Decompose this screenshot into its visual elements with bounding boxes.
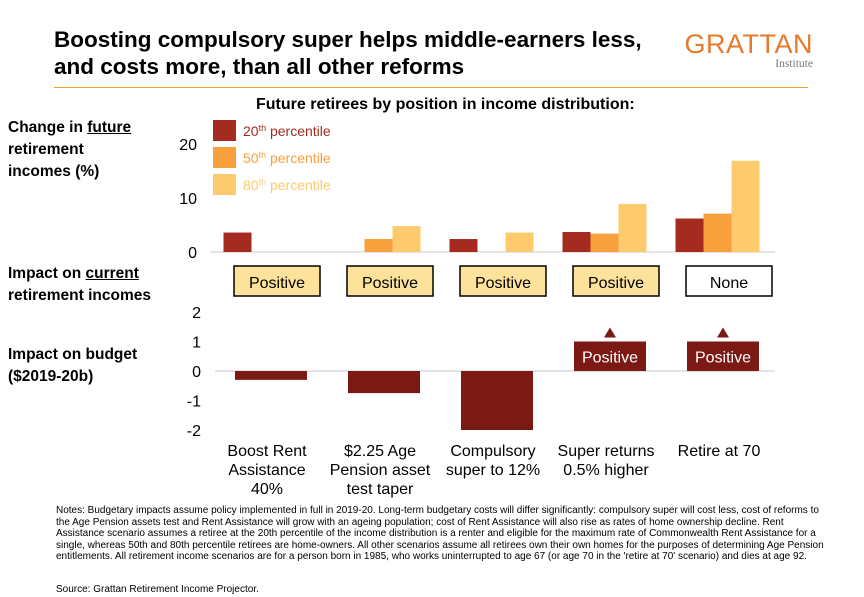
future-incomes-label: Change in future retirement incomes (%) xyxy=(8,117,131,183)
top-bar-3-2 xyxy=(618,203,647,252)
budget-label-line2: ($2019-20b) xyxy=(8,368,94,385)
budget-arrow-up-icon xyxy=(604,327,616,338)
current-impact-label-2: Positive xyxy=(475,275,531,292)
budget-arrow-up-icon xyxy=(717,327,729,338)
category-label-3: 0.5% higher xyxy=(563,462,649,479)
top-bar-2-0 xyxy=(449,239,478,252)
current-impact-box-2 xyxy=(459,265,547,297)
current-impact-box-1 xyxy=(346,265,434,297)
top-y-tick-label: 0 xyxy=(188,245,197,262)
budget-y-tick-label: -1 xyxy=(187,394,201,411)
budget-label-line1: Impact on budget xyxy=(8,346,138,363)
category-label-3: Super returns xyxy=(558,443,655,460)
top-bar-4-1 xyxy=(703,213,732,252)
logo-wordmark: GRATTAN xyxy=(684,29,813,59)
chart-notes: Notes: Budgetary impacts assume policy i… xyxy=(56,505,824,563)
current-label-prefix: Impact on xyxy=(8,265,86,282)
top-bar-2-2 xyxy=(505,232,534,252)
grattan-logo: GRATTAN Institute xyxy=(673,29,814,70)
budget-bar-3 xyxy=(574,341,646,371)
current-impact-label-1: Positive xyxy=(362,275,418,292)
top-bar-4-2 xyxy=(731,160,760,252)
current-impact-box-0 xyxy=(233,265,321,297)
legend-swatch-1 xyxy=(213,147,236,168)
legend-label-2: 80th percentile xyxy=(243,177,331,193)
top-bar-3-1 xyxy=(590,233,619,252)
budget-y-tick-label: 1 xyxy=(192,335,201,352)
current-impact-label-0: Positive xyxy=(249,275,305,292)
budget-y-tick-label: 2 xyxy=(192,305,201,322)
logo-subtext: Institute xyxy=(775,58,813,70)
chart-source: Source: Grattan Retirement Income Projec… xyxy=(56,584,259,595)
legend-label-0: 20th percentile xyxy=(243,123,331,139)
category-label-4: Retire at 70 xyxy=(678,443,761,460)
title-rule xyxy=(54,87,808,88)
budget-bar-label-3: Positive xyxy=(582,349,638,366)
budget-bar-4 xyxy=(687,341,759,371)
top-bar-3-0 xyxy=(562,232,591,252)
budget-label: Impact on budget ($2019-20b) xyxy=(8,344,137,388)
current-label-rest: retirement incomes xyxy=(8,287,151,304)
current-impact-box-3 xyxy=(572,265,660,297)
budget-bar-1 xyxy=(348,371,420,394)
top-bar-4-0 xyxy=(675,218,704,252)
category-label-2: Compulsory xyxy=(450,443,535,460)
legend-label-1: 50th percentile xyxy=(243,150,331,166)
category-label-0: Assistance xyxy=(228,462,305,479)
category-label-0: 40% xyxy=(251,481,283,498)
future-label-rest: retirement incomes (%) xyxy=(8,141,100,180)
current-impact-box-4 xyxy=(685,265,773,297)
budget-y-tick-label: -2 xyxy=(187,423,201,440)
top-bar-1-2 xyxy=(392,226,421,252)
legend-swatch-0 xyxy=(213,120,236,141)
current-label-underlined: current xyxy=(85,265,139,282)
budget-y-tick-label: 0 xyxy=(192,364,201,381)
budget-bar-0 xyxy=(235,371,307,380)
current-incomes-label: Impact on current retirement incomes xyxy=(8,263,151,307)
top-y-tick-label: 20 xyxy=(179,137,197,154)
chart-title: Boosting compulsory super helps middle-e… xyxy=(54,27,642,79)
category-label-2: super to 12% xyxy=(446,462,540,479)
future-label-underlined: future xyxy=(87,119,132,136)
top-bar-0-0 xyxy=(223,232,252,252)
category-label-1: $2.25 Age xyxy=(344,443,416,460)
budget-bar-label-4: Positive xyxy=(695,349,751,366)
current-impact-label-3: Positive xyxy=(588,275,644,292)
chart-subtitle: Future retirees by position in income di… xyxy=(256,96,635,113)
top-y-tick-label: 10 xyxy=(179,191,197,208)
future-label-prefix: Change in xyxy=(8,119,88,136)
category-label-1: Pension asset xyxy=(330,462,431,479)
category-label-1: test taper xyxy=(347,481,414,498)
current-impact-label-4: None xyxy=(710,275,748,292)
category-label-0: Boost Rent xyxy=(227,443,307,460)
legend-swatch-2 xyxy=(213,174,236,195)
top-bar-1-1 xyxy=(364,239,393,252)
budget-bar-2 xyxy=(461,371,533,430)
